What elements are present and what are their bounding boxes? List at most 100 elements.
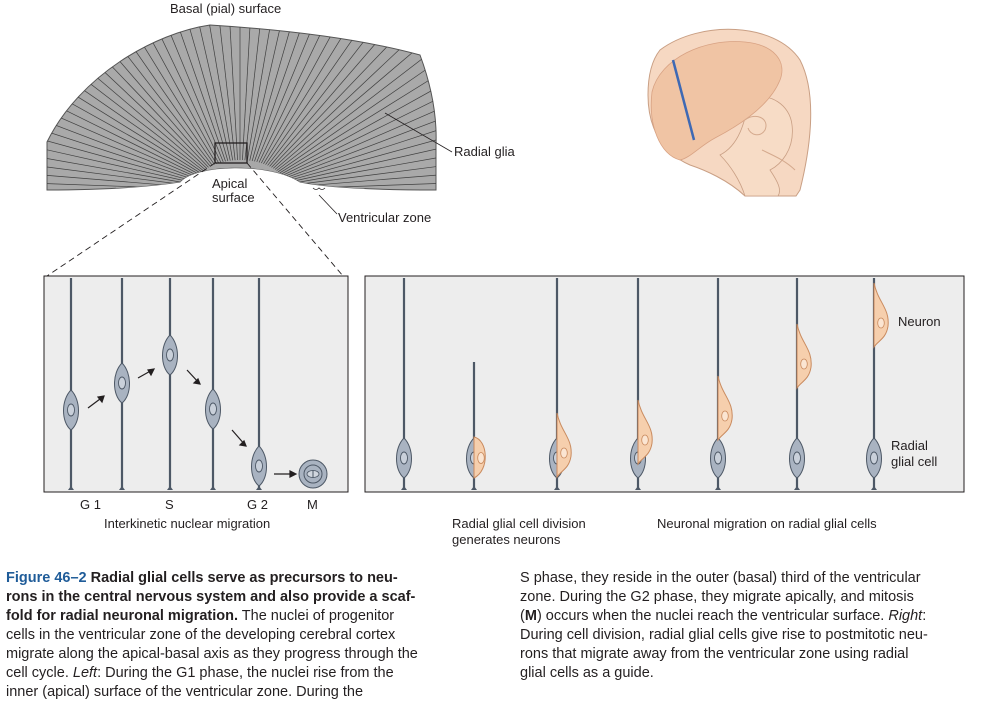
caption-text-part: The nuclei of progenitor bbox=[238, 608, 395, 624]
label-phase-m: M bbox=[307, 497, 318, 512]
glial-nucleus bbox=[400, 451, 408, 465]
glial-endfoot bbox=[68, 486, 74, 490]
caption-italic-part: Right bbox=[888, 608, 923, 624]
radial-fiber bbox=[47, 81, 195, 181]
caption-line: cells in the ventricular zone of the dev… bbox=[6, 627, 396, 643]
radial-fiber bbox=[246, 25, 297, 161]
radial-fiber bbox=[0, 190, 192, 193]
neuron-body bbox=[637, 399, 653, 466]
glial-endfoot bbox=[210, 486, 216, 490]
caption-line: rons in the central nervous system and a… bbox=[6, 589, 416, 605]
radial-fiber bbox=[165, 25, 231, 161]
radial-fiber bbox=[288, 192, 607, 210]
radial-fiber bbox=[0, 192, 192, 210]
neuron-nucleus bbox=[800, 358, 808, 370]
radial-fiber bbox=[287, 177, 437, 190]
arrowhead-1 bbox=[96, 395, 105, 404]
migration-cells bbox=[396, 278, 889, 490]
caption-line: rons that migrate away from the ventricu… bbox=[520, 646, 909, 662]
radial-fiber bbox=[284, 66, 437, 179]
caption-right-column: S phase, they reside in the outer (basal… bbox=[520, 569, 990, 683]
radial-fiber bbox=[220, 25, 238, 161]
radial-fiber bbox=[287, 128, 437, 185]
label-cell-division: Radial glial cell division bbox=[452, 516, 586, 531]
mitotic-cell-ring bbox=[303, 464, 323, 484]
label-neuronal-migration: Neuronal migration on radial glial cells bbox=[657, 516, 877, 531]
neck bbox=[761, 149, 796, 171]
caption-line: migrate along the apical-basal axis as t… bbox=[6, 646, 418, 662]
caption-left-column: Figure 46–2 Radial glial cells serve as … bbox=[6, 569, 490, 702]
glial-endfoot bbox=[119, 486, 125, 490]
radial-fiber bbox=[146, 25, 229, 162]
caption-bold-part: M bbox=[524, 608, 537, 624]
radial-fiber bbox=[286, 112, 437, 184]
radial-fiber bbox=[279, 25, 437, 174]
label-neuron: Neuron bbox=[898, 314, 941, 329]
embryo-head-illustration bbox=[647, 28, 812, 197]
radial-fiber bbox=[267, 25, 437, 166]
caption-line: fold for radial neuronal migration. The … bbox=[6, 607, 490, 626]
glial-endfoot bbox=[635, 486, 641, 490]
radial-fiber bbox=[269, 25, 437, 167]
label-phase-s: S bbox=[165, 497, 174, 512]
label-radial-glial-cell-2: glial cell bbox=[891, 454, 937, 469]
radial-fiber bbox=[254, 25, 352, 162]
arrowhead-3 bbox=[192, 377, 201, 385]
stage-arrows bbox=[87, 368, 298, 478]
projection-line-left bbox=[46, 162, 216, 277]
neuron-nucleus bbox=[721, 410, 729, 422]
caption-line: cell cycle. Left: During the G1 phase, t… bbox=[6, 664, 490, 683]
radial-fiber bbox=[287, 144, 437, 187]
section-plane-line bbox=[671, 59, 696, 141]
caption-text-part: ( bbox=[520, 608, 525, 624]
radial-fiber bbox=[287, 160, 437, 188]
neuron-nucleus bbox=[560, 447, 568, 459]
label-apical-surface: Apical bbox=[212, 176, 248, 191]
glial-nucleus bbox=[714, 451, 722, 465]
caption-line: zone. During the G2 phase, they migrate … bbox=[520, 589, 914, 605]
glial-nucleus bbox=[870, 451, 878, 465]
caption-line: inner (apical) surface of the ventricula… bbox=[6, 684, 364, 700]
caption-line: (M) occurs when the nuclei reach the ven… bbox=[520, 607, 990, 626]
daughter-nucleus bbox=[477, 452, 485, 464]
radial-fiber bbox=[47, 128, 193, 185]
label-cell-division-2: generates neurons bbox=[452, 532, 561, 547]
label-radial-glial-cell: Radial bbox=[891, 438, 928, 453]
radial-fiber bbox=[47, 160, 193, 188]
caption-text-part: : bbox=[922, 608, 927, 624]
glial-nucleus bbox=[166, 348, 174, 362]
radial-fiber bbox=[242, 25, 260, 161]
cortex-section bbox=[0, 24, 607, 210]
glial-nucleus bbox=[67, 403, 75, 417]
interkinetic-cells bbox=[63, 278, 267, 490]
glial-endfoot bbox=[794, 486, 800, 490]
glial-endfoot bbox=[471, 486, 477, 490]
radial-fiber bbox=[276, 25, 437, 171]
radial-fiber bbox=[47, 144, 193, 187]
radial-fiber bbox=[281, 36, 437, 176]
radial-fiber bbox=[47, 112, 194, 184]
interkinetic-panel bbox=[43, 275, 349, 493]
caption-line: S phase, they reside in the outer (basal… bbox=[520, 570, 921, 586]
glial-endfoot bbox=[401, 486, 407, 490]
caption-line: Figure 46–2 Radial glial cells serve as … bbox=[6, 569, 490, 588]
glial-endfoot bbox=[167, 486, 173, 490]
caption-line: glial cells as a guide. bbox=[520, 665, 654, 681]
label-interkinetic: Interkinetic nuclear migration bbox=[104, 516, 270, 531]
caption-text-part: : During the G1 phase, the nuclei rise f… bbox=[97, 665, 394, 681]
neuron-nucleus bbox=[641, 434, 649, 446]
radial-fiber bbox=[271, 25, 437, 168]
arrowhead-2 bbox=[147, 368, 156, 377]
radial-glia-leader bbox=[384, 112, 453, 153]
label-basal-surface: Basal (pial) surface bbox=[170, 1, 281, 16]
caption-text-part: ) occurs when the nuclei reach the ventr… bbox=[536, 608, 889, 624]
ear bbox=[744, 115, 767, 136]
neuron-body bbox=[717, 375, 733, 442]
radial-fiber bbox=[285, 81, 437, 181]
projection-line-right bbox=[246, 162, 344, 277]
mitotic-cell bbox=[298, 459, 328, 489]
glial-endfoot bbox=[871, 486, 877, 490]
caption-text-part: cell cycle. bbox=[6, 665, 73, 681]
radial-fiber bbox=[202, 25, 236, 161]
